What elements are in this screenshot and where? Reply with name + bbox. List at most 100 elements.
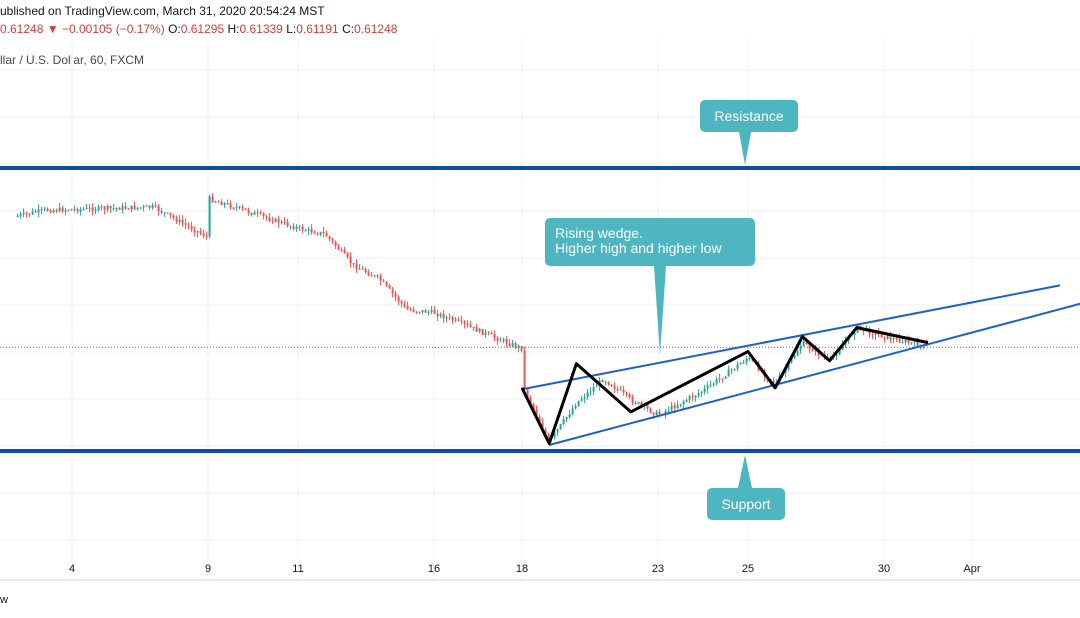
candle-body (58, 207, 61, 212)
candle-body (697, 393, 700, 396)
candle-body (439, 313, 442, 317)
candle-body (502, 339, 505, 341)
resistance-callout: Resistance (700, 100, 798, 165)
candle-body (64, 210, 67, 212)
candle-body (61, 207, 64, 212)
chart-grid (0, 38, 1080, 580)
candle-body (208, 196, 211, 237)
candle-body (202, 233, 205, 237)
candle-body (166, 212, 169, 214)
last-price: 0.61248 (0, 22, 44, 36)
time-tick-label: 16 (428, 563, 440, 575)
candle-body (658, 411, 661, 415)
open-label: O: (168, 22, 181, 36)
candle-body (268, 217, 271, 221)
candle-body (688, 396, 691, 400)
candle-body (172, 215, 175, 218)
candle-body (796, 350, 799, 356)
candle-body (724, 376, 727, 379)
candle-body (199, 231, 202, 234)
candle-body (244, 208, 247, 210)
candle-body (127, 208, 130, 210)
candle-body (703, 388, 706, 392)
candle-body (178, 219, 181, 222)
candle-body (481, 328, 484, 335)
candle-body (229, 203, 232, 208)
candle-body (883, 337, 886, 339)
candle-body (148, 205, 151, 208)
candle-body (772, 381, 775, 385)
candle-body (70, 209, 73, 211)
candle-body (601, 380, 604, 383)
candle-body (85, 207, 88, 209)
candle-body (232, 207, 235, 209)
candle-body (739, 363, 742, 365)
candle-body (640, 402, 643, 406)
candle-body (706, 385, 709, 389)
candle-body (622, 389, 625, 393)
candle-body (814, 349, 817, 352)
candle-body (361, 268, 364, 270)
price-change: −0.00105 (−0.17%) (61, 22, 165, 36)
resistance-callout-pointer (739, 132, 751, 165)
candle-body (67, 210, 70, 212)
candle-body (736, 364, 739, 369)
candle-body (358, 268, 361, 270)
candle-body (799, 346, 802, 351)
candle-body (541, 422, 544, 430)
candle-body (619, 389, 622, 391)
candle-body (250, 212, 253, 215)
candle-body (154, 205, 157, 207)
candle-body (709, 384, 712, 386)
candle-body (499, 340, 502, 342)
candle-body (235, 207, 238, 209)
candle-body (409, 309, 412, 311)
candle-body (40, 208, 43, 210)
candle-body (76, 208, 79, 212)
time-tick-label: Apr (963, 563, 980, 575)
candle-body (523, 350, 526, 390)
open-value: 0.61295 (180, 22, 225, 36)
candle-body (880, 334, 883, 338)
candle-body (373, 275, 376, 277)
candle-body (412, 309, 415, 312)
candle-body (115, 208, 118, 210)
candle-body (265, 215, 268, 218)
candle-body (133, 205, 136, 210)
candle-body (52, 210, 55, 213)
candle-body (220, 201, 223, 205)
candle-body (151, 205, 154, 208)
wedge-callout-box (545, 218, 755, 266)
candle-body (337, 246, 340, 250)
candle-body (280, 221, 283, 223)
candle-body (91, 207, 94, 212)
candle-body (628, 394, 631, 397)
support-callout: Support (707, 455, 785, 520)
change-arrow-icon: ▼ (46, 22, 59, 36)
candle-body (508, 343, 511, 346)
candle-body (256, 212, 259, 214)
candle-body (55, 210, 58, 212)
candle-body (295, 226, 298, 230)
candle-body (46, 208, 49, 211)
candle-body (802, 341, 805, 347)
candle-body (673, 405, 676, 409)
candle-body (718, 378, 721, 380)
candle-body (394, 293, 397, 297)
candle-body (211, 196, 214, 203)
candle-body (328, 236, 331, 239)
candle-body (424, 310, 427, 313)
support-callout-box (707, 488, 785, 520)
candle-body (901, 342, 904, 344)
candle-body (31, 211, 34, 215)
resistance-callout-text: Resistance (714, 108, 783, 124)
watermark-text: w (0, 594, 8, 606)
candle-body (142, 206, 145, 208)
candle-body (604, 381, 607, 383)
candle-body (811, 348, 814, 352)
candle-body (841, 344, 844, 351)
candle-body (712, 383, 715, 385)
candle-body (163, 212, 166, 214)
candle-body (430, 309, 433, 312)
